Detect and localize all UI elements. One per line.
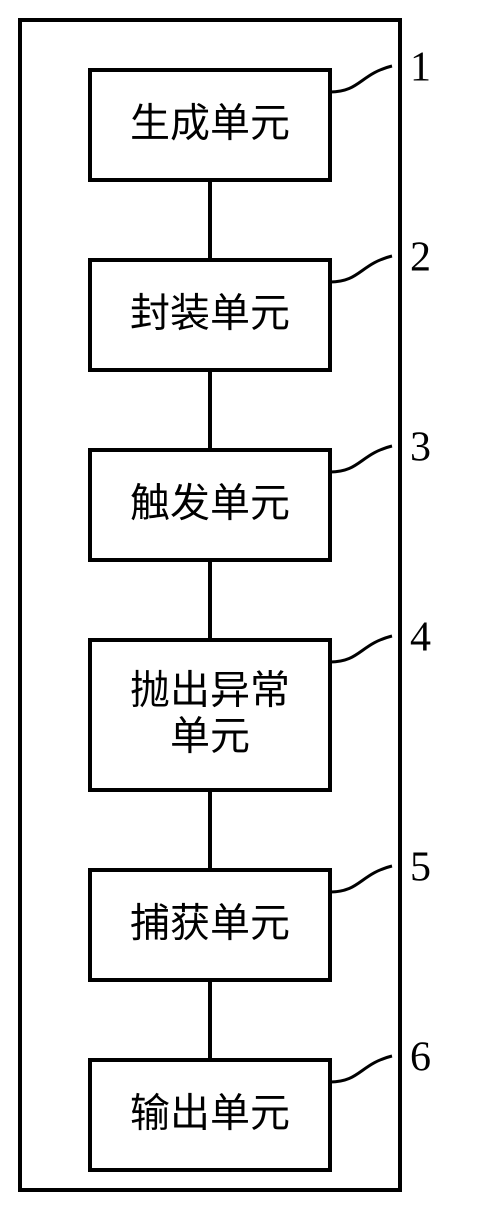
node-label: 单元 [170, 714, 250, 759]
node-label: 输出单元 [130, 1091, 290, 1136]
node-label: 触发单元 [130, 481, 290, 526]
flow-node: 触发单元 [90, 450, 330, 560]
node-label: 抛出异常 [130, 668, 290, 713]
callout-number: 5 [410, 845, 431, 891]
node-label: 封装单元 [130, 291, 290, 336]
flow-node: 捕获单元 [90, 870, 330, 980]
flow-node: 输出单元 [90, 1060, 330, 1170]
node-label: 生成单元 [130, 101, 290, 146]
callout-number: 1 [410, 45, 431, 91]
flowchart-svg: 生成单元 1 封装单元 2 触发单元 3 抛出异常单元 4 捕获单元 5 输出单元 6 [0, 0, 504, 1211]
node-label: 捕获单元 [130, 901, 290, 946]
callout-number: 4 [410, 615, 431, 661]
flow-node: 封装单元 [90, 260, 330, 370]
flow-node: 抛出异常单元 [90, 640, 330, 790]
flow-node: 生成单元 [90, 70, 330, 180]
callout-number: 2 [410, 235, 431, 281]
diagram-container: 生成单元 1 封装单元 2 触发单元 3 抛出异常单元 4 捕获单元 5 输出单元 6 [0, 0, 504, 1211]
callout-number: 6 [410, 1035, 431, 1081]
callout-number: 3 [410, 425, 431, 471]
